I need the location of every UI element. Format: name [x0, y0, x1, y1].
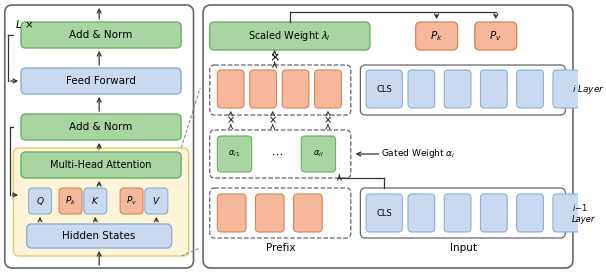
FancyBboxPatch shape: [366, 70, 402, 108]
FancyBboxPatch shape: [553, 70, 579, 108]
Text: $i$$-$$1$
Layer: $i$$-$$1$ Layer: [572, 202, 595, 224]
FancyBboxPatch shape: [250, 70, 276, 108]
FancyBboxPatch shape: [120, 188, 143, 214]
FancyBboxPatch shape: [5, 5, 193, 268]
FancyBboxPatch shape: [481, 194, 507, 232]
Text: $L$ ×: $L$ ×: [15, 18, 33, 30]
Text: Feed Forward: Feed Forward: [66, 76, 136, 86]
FancyBboxPatch shape: [27, 224, 171, 248]
FancyBboxPatch shape: [315, 70, 341, 108]
Text: Scaled Weight $\lambda_i$: Scaled Weight $\lambda_i$: [248, 29, 331, 43]
Text: Gated Weight $\alpha_i$: Gated Weight $\alpha_i$: [381, 147, 456, 161]
FancyBboxPatch shape: [517, 70, 544, 108]
FancyBboxPatch shape: [28, 188, 52, 214]
FancyBboxPatch shape: [145, 188, 168, 214]
Text: $P_k$: $P_k$: [430, 29, 443, 43]
Text: $P_v$: $P_v$: [490, 29, 502, 43]
FancyBboxPatch shape: [481, 70, 507, 108]
FancyBboxPatch shape: [21, 68, 181, 94]
Text: Input: Input: [450, 243, 477, 253]
Text: $\alpha_{i1}$: $\alpha_{i1}$: [228, 149, 241, 159]
FancyBboxPatch shape: [444, 70, 471, 108]
Text: $\cdots$: $\cdots$: [270, 149, 282, 159]
FancyBboxPatch shape: [210, 22, 370, 50]
FancyBboxPatch shape: [444, 194, 471, 232]
FancyBboxPatch shape: [553, 194, 579, 232]
FancyBboxPatch shape: [210, 130, 351, 178]
FancyBboxPatch shape: [218, 194, 246, 232]
FancyBboxPatch shape: [282, 70, 309, 108]
Text: $K$: $K$: [91, 196, 99, 207]
Text: ×: ×: [269, 52, 280, 64]
Text: $\alpha_{il}$: $\alpha_{il}$: [313, 149, 324, 159]
Text: Add & Norm: Add & Norm: [69, 30, 133, 40]
FancyBboxPatch shape: [256, 194, 284, 232]
Text: Prefix: Prefix: [265, 243, 295, 253]
Text: Add & Norm: Add & Norm: [69, 122, 133, 132]
FancyBboxPatch shape: [408, 70, 435, 108]
FancyBboxPatch shape: [21, 114, 181, 140]
FancyBboxPatch shape: [21, 152, 181, 178]
FancyBboxPatch shape: [301, 136, 336, 172]
FancyBboxPatch shape: [84, 188, 107, 214]
FancyBboxPatch shape: [294, 194, 322, 232]
FancyBboxPatch shape: [203, 5, 573, 268]
FancyBboxPatch shape: [517, 194, 544, 232]
Text: $Q$: $Q$: [36, 195, 44, 207]
Text: $V$: $V$: [152, 196, 161, 207]
FancyBboxPatch shape: [408, 194, 435, 232]
Text: CLS: CLS: [376, 209, 392, 218]
Text: $i$ Layer: $i$ Layer: [572, 82, 605, 96]
Text: ×: ×: [324, 115, 332, 125]
Text: Multi-Head Attention: Multi-Head Attention: [50, 160, 152, 170]
Text: CLS: CLS: [376, 84, 392, 93]
Text: ×: ×: [268, 115, 277, 125]
FancyBboxPatch shape: [366, 194, 402, 232]
FancyBboxPatch shape: [218, 70, 244, 108]
Text: $P_k$: $P_k$: [65, 195, 76, 207]
FancyBboxPatch shape: [361, 188, 565, 238]
FancyBboxPatch shape: [361, 65, 565, 115]
Text: $P_v$: $P_v$: [126, 195, 137, 207]
FancyBboxPatch shape: [13, 148, 188, 256]
FancyBboxPatch shape: [210, 65, 351, 115]
FancyBboxPatch shape: [218, 136, 251, 172]
FancyBboxPatch shape: [474, 22, 517, 50]
Text: Hidden States: Hidden States: [62, 231, 136, 241]
FancyBboxPatch shape: [59, 188, 82, 214]
Text: ×: ×: [227, 115, 235, 125]
FancyBboxPatch shape: [210, 188, 351, 238]
FancyBboxPatch shape: [416, 22, 458, 50]
FancyBboxPatch shape: [21, 22, 181, 48]
